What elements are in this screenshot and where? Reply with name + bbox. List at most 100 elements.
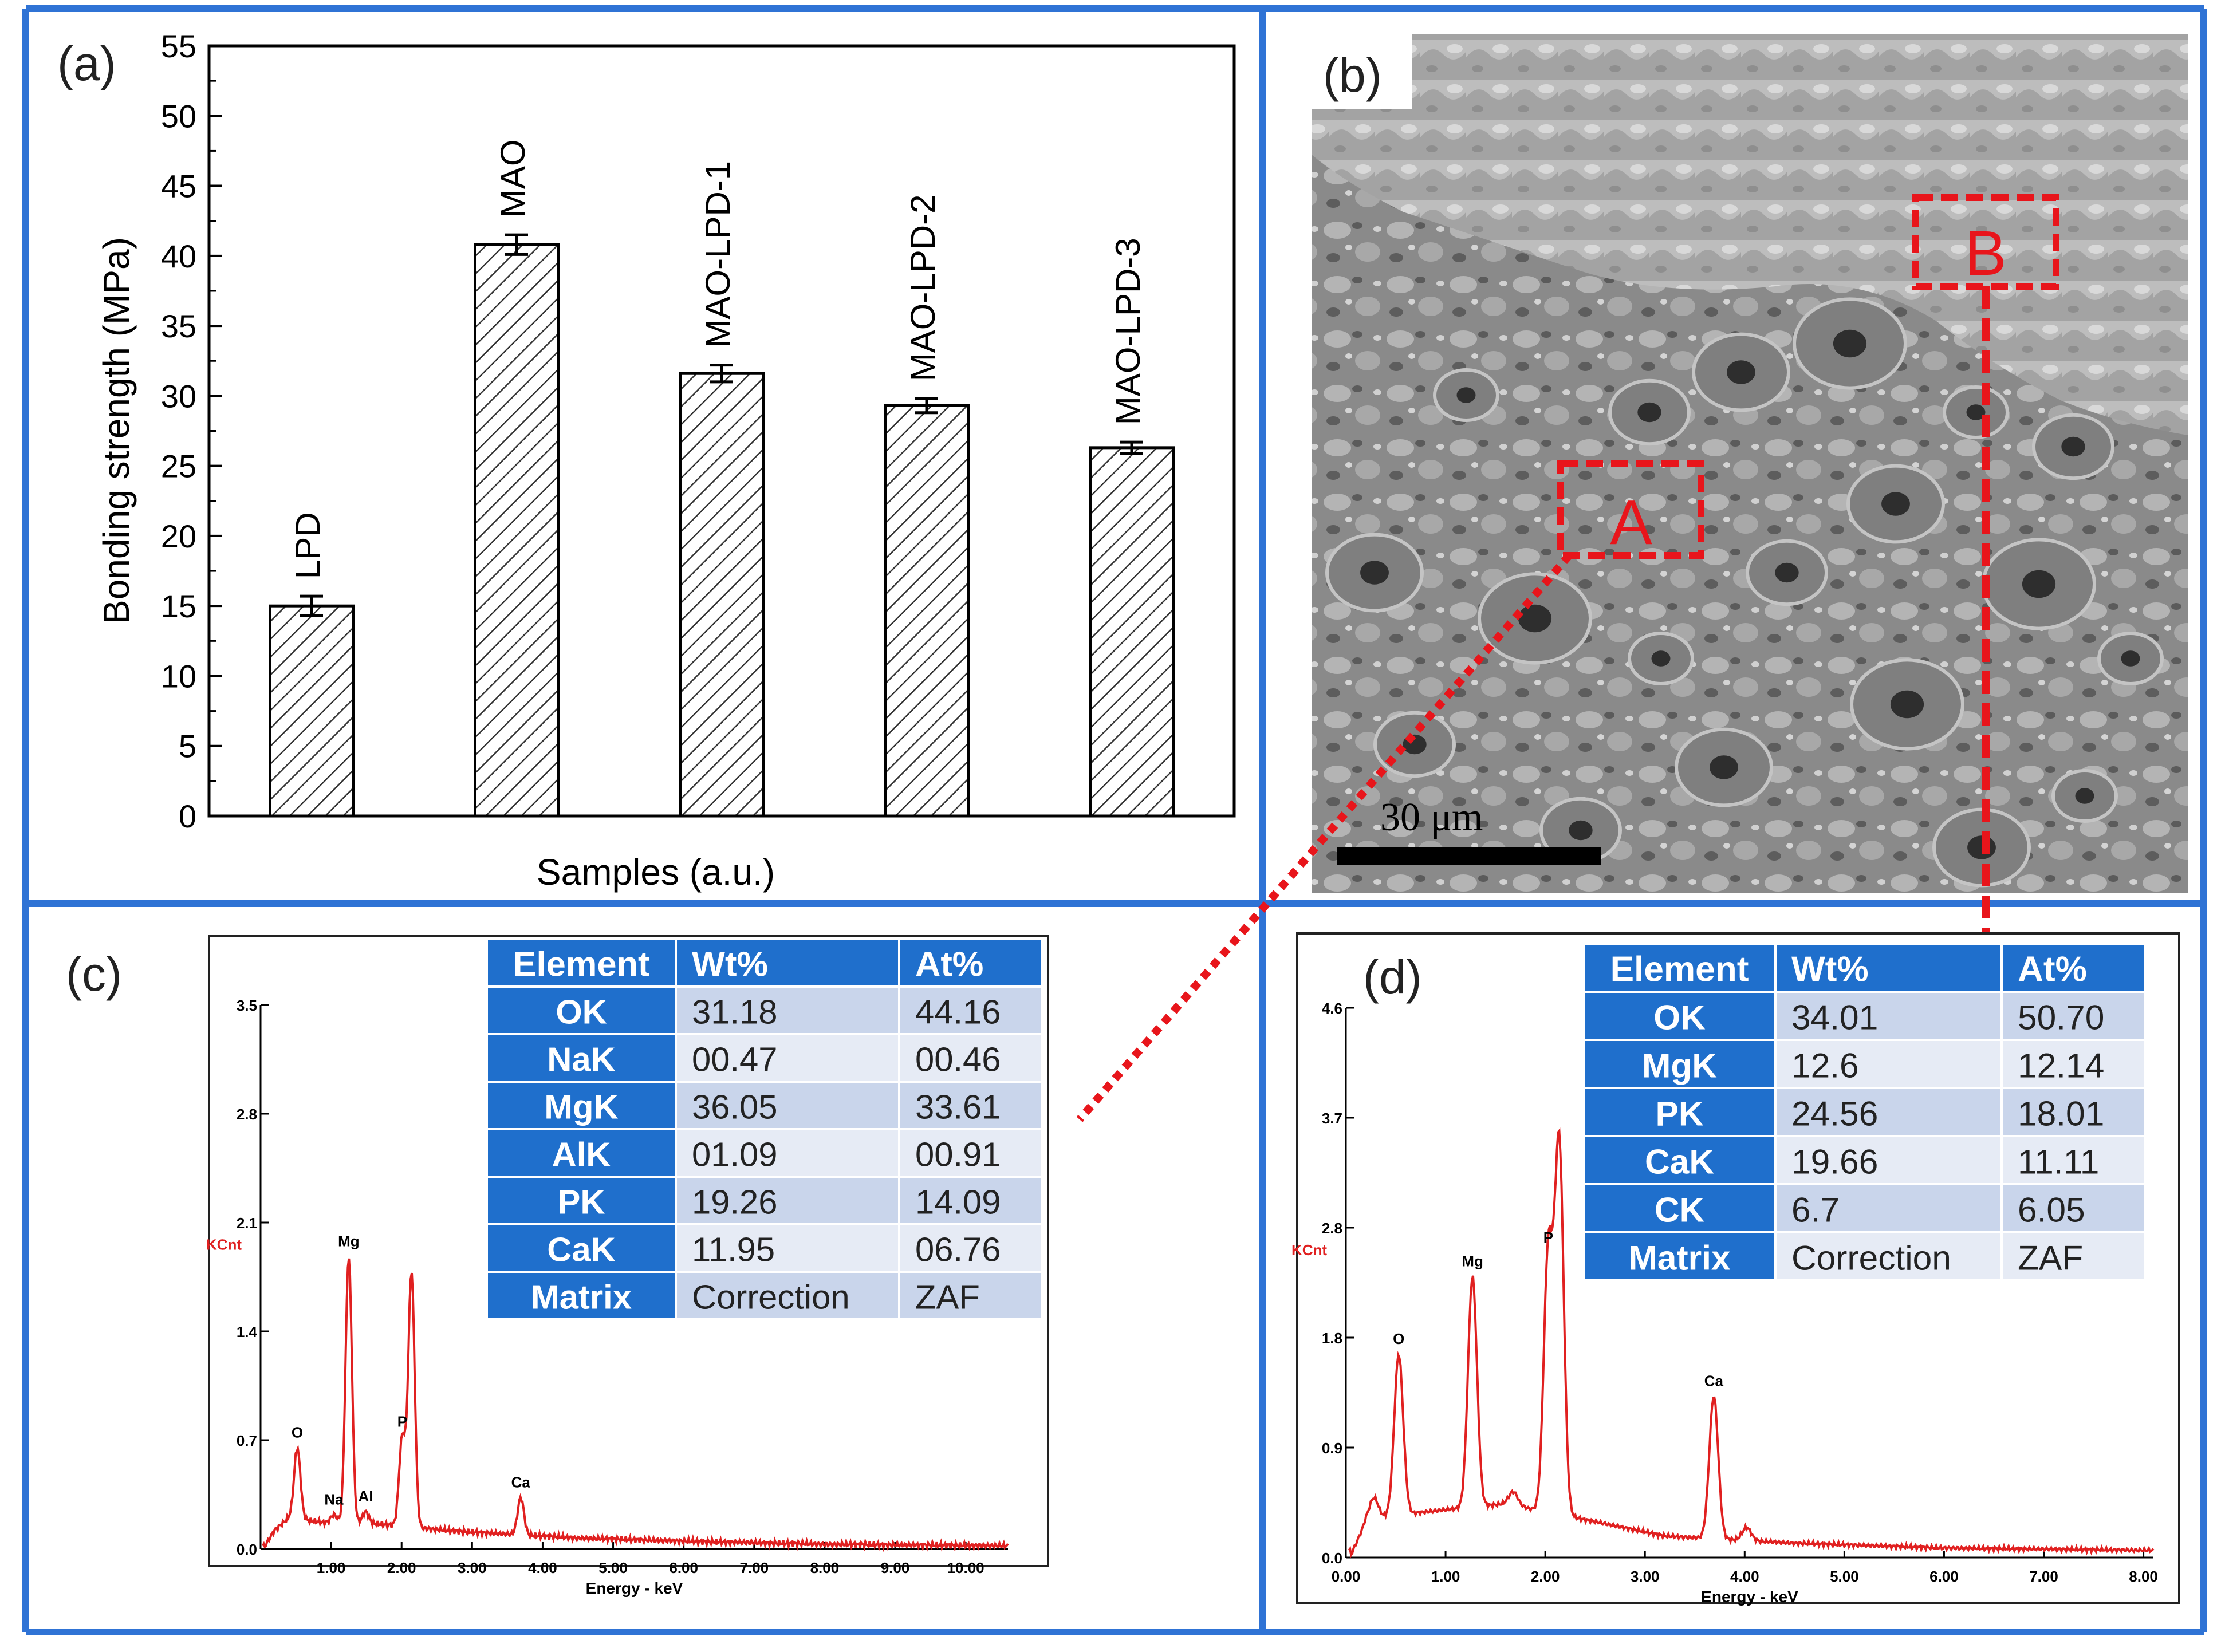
panel-c-spectrum: 0.0 0.7 1.4 2.1 2.8 3.5 1.00 2.00 3.00 4.00 5.00 6.… (206, 997, 1009, 1597)
spectrum-y-tick-label: 1.8 (1322, 1330, 1342, 1347)
panel-b-label-box (1312, 34, 1412, 109)
spectrum-line (261, 1258, 1009, 1552)
bar-data-label: MAO (494, 139, 532, 218)
spectrum-x-axis-title: Energy - keV (586, 1579, 683, 1597)
y-tick-label: 10 (161, 658, 196, 694)
sem-pore (1881, 492, 1910, 516)
region-b-box (1912, 194, 2059, 290)
spectrum-y-axis-title: KCnt (1291, 1241, 1327, 1259)
sem-pore (1456, 387, 1476, 403)
panel-d-label-box (1346, 939, 1449, 1014)
table-value: 24.56 (1791, 1094, 1878, 1133)
scale-bar-label: 30 μm (1380, 795, 1483, 839)
connector-a-to-c (1076, 553, 1573, 1122)
panel-a-bars: LPD MAO MAO-LPD-1 MAO-LPD-2 MAO-LPD-3 (269, 139, 1175, 818)
region-b-label: B (1964, 218, 2006, 289)
table-value: 44.16 (915, 993, 1001, 1031)
panel-c-composition-table: Element Wt% At% OK 31.18 44.16 NaK 00.47 00.46 Mg… (486, 938, 1043, 1320)
table-value: Correction (1791, 1239, 1951, 1278)
table-value: ZAF (915, 1278, 980, 1316)
table-value: 11.95 (692, 1231, 775, 1269)
panel-c-eds: (c) 0.0 0.7 1.4 2.1 2.8 3.5 1.00 2.00 3.00 4.00 5.… (66, 935, 1049, 1597)
peak-label-al: Al (358, 1488, 373, 1505)
table-element-name: CK (1655, 1190, 1705, 1229)
sem-pore (1890, 690, 1924, 719)
table-value: 19.26 (692, 1183, 778, 1221)
table-value: 00.46 (915, 1040, 1001, 1079)
table-element-name: Matrix (531, 1278, 632, 1316)
table-cell (898, 1081, 1043, 1130)
table-cell (2000, 1039, 2146, 1089)
table-value: Correction (692, 1278, 850, 1316)
table-cell (486, 1271, 677, 1320)
table-value: 34.01 (1791, 998, 1878, 1037)
spectrum-x-tick-label: 6.00 (669, 1559, 698, 1576)
panel-d-label: (d) (1363, 950, 1422, 1004)
table-cell (2000, 1231, 2146, 1282)
table-value: 06.76 (915, 1231, 1001, 1269)
spectrum-y-tick-label: 4.6 (1322, 1000, 1342, 1017)
table-cell (675, 1128, 900, 1178)
y-tick-label: 45 (161, 168, 196, 204)
y-tick-label: 5 (179, 728, 196, 764)
table-cell (898, 1223, 1043, 1273)
table-header-at: At% (2018, 950, 2087, 989)
table-cell (486, 1176, 677, 1225)
table-element-name: NaK (547, 1040, 616, 1079)
spectrum-x-tick-label: 4.00 (528, 1559, 557, 1576)
peak-label-mg: Mg (338, 1233, 360, 1250)
bar-data-label: MAO-LPD-3 (1109, 238, 1147, 425)
sem-pore (1727, 360, 1755, 384)
table-header-cell (898, 938, 1043, 988)
table-value: 6.7 (1791, 1190, 1840, 1229)
y-tick-label: 20 (161, 518, 196, 554)
table-value: ZAF (2018, 1239, 2083, 1278)
table-header-wt: Wt% (1791, 950, 1869, 989)
spectrum-line (1348, 1127, 2155, 1558)
panel-d-spectrum: 0.0 0.9 1.8 2.8 3.7 4.6 0.00 1.00 2.00 3.00 4.00 5.… (1291, 1000, 2158, 1606)
table-value: 12.6 (1791, 1046, 1859, 1085)
table-cell (2000, 1087, 2146, 1137)
spectrum-y-tick-label: 2.8 (237, 1106, 257, 1123)
table-cell (486, 1033, 677, 1083)
spectrum-y-tick-label: 3.7 (1322, 1110, 1342, 1127)
table-value: 12.14 (2018, 1046, 2104, 1085)
panel-a-label: (a) (57, 37, 116, 90)
panel-a-y-axis: 0 5 10 15 20 25 30 35 40 45 50 55 (161, 28, 222, 834)
panel-d-eds: (d) 0.0 0.9 1.8 2.8 3.7 4.6 0.00 1.00 2.00 3.00 4.… (1291, 932, 2180, 1606)
panel-a-y-axis-title: Bonding strength (MPa) (96, 237, 137, 624)
sem-pore (1651, 650, 1671, 667)
table-element-name: PK (1655, 1094, 1703, 1133)
table-cell (898, 1128, 1043, 1178)
table-value: 00.47 (692, 1040, 778, 1079)
bar-mao-lpd-1 (679, 372, 765, 818)
table-value: 31.18 (692, 993, 778, 1031)
table-cell (898, 1033, 1043, 1083)
region-a-label: A (1610, 487, 1652, 558)
panel-d-composition-table: Element Wt% At% OK 34.01 50.70 MgK 12.6 12.14 PK 2… (1582, 943, 2146, 1282)
y-tick-label: 15 (161, 588, 196, 624)
table-element-name: OK (1653, 998, 1706, 1037)
table-element-name: AlK (552, 1135, 611, 1174)
sem-pore (2022, 570, 2056, 598)
scale-bar (1337, 847, 1601, 865)
table-element-name: PK (557, 1183, 605, 1221)
table-cell (486, 1128, 677, 1178)
sem-pore (1966, 404, 1986, 420)
spectrum-y-tick-label: 2.8 (1322, 1220, 1342, 1237)
sem-pore (1833, 329, 1867, 358)
table-cell (898, 985, 1043, 1035)
peak-label-na: Na (324, 1491, 344, 1508)
table-element-name: Matrix (1628, 1239, 1730, 1278)
table-value: 36.05 (692, 1088, 778, 1126)
peak-label-p: P (397, 1413, 407, 1430)
bar-mao-lpd-2 (884, 404, 970, 818)
sem-pore (1637, 402, 1661, 423)
peak-label-ca: Ca (511, 1473, 531, 1491)
table-cell (2000, 1135, 2146, 1185)
table-value: 19.66 (1791, 1142, 1878, 1181)
sem-pore (2075, 788, 2094, 804)
spectrum-x-tick-label: 2.00 (1531, 1568, 1560, 1585)
table-header-wt: Wt% (692, 945, 768, 984)
